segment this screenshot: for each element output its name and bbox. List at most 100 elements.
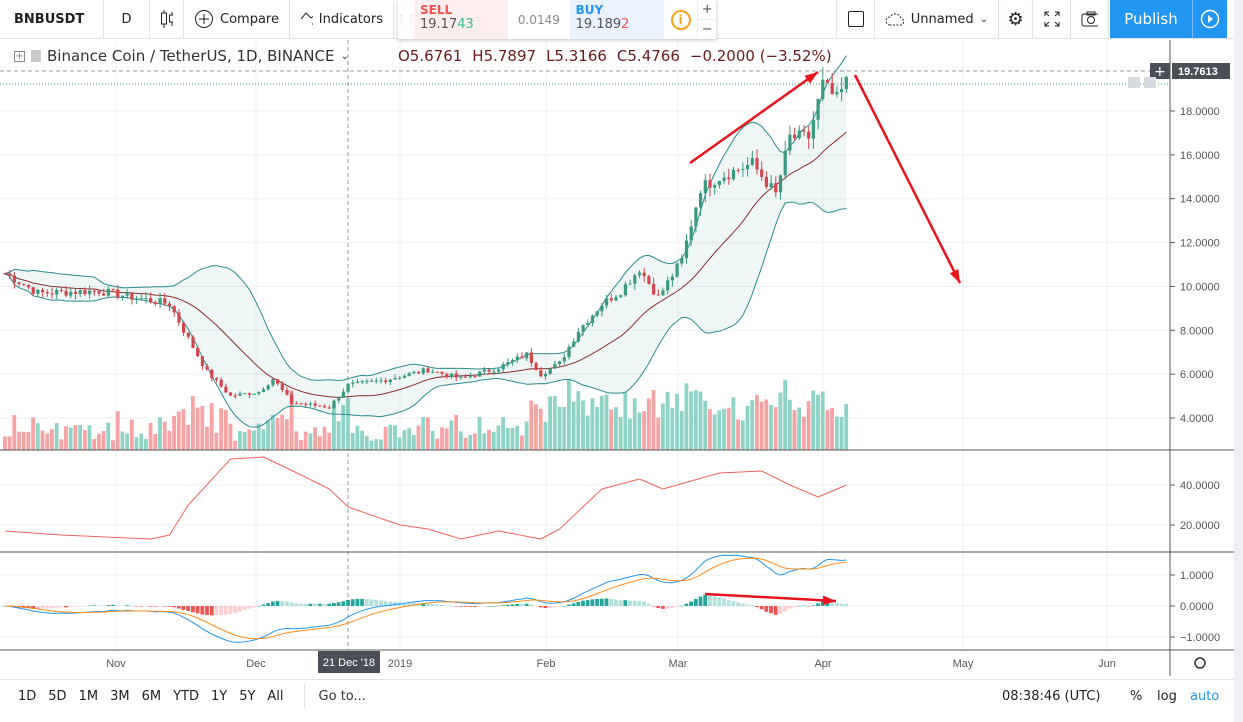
volume-bar <box>496 425 501 450</box>
volume-bar <box>599 395 604 450</box>
drag-handle-icon[interactable]: ⋮⋮ <box>396 14 416 25</box>
scale-down-icon[interactable] <box>1128 77 1140 88</box>
volume-bar <box>576 391 581 450</box>
macd-histogram-bar <box>332 602 336 606</box>
candle-body <box>41 289 45 293</box>
candle-body <box>219 379 223 387</box>
range-button-6m[interactable]: 6M <box>141 688 162 704</box>
settings-sun-icon[interactable] <box>1194 657 1206 669</box>
buy-button[interactable]: BUY 19.1892 <box>569 0 664 39</box>
compare-button[interactable]: Compare <box>184 0 290 38</box>
trend-arrows-annotation <box>689 70 962 606</box>
macd-histogram-bar <box>604 598 609 606</box>
macd-histogram-bar <box>736 602 740 606</box>
volume-bar <box>755 394 759 450</box>
candle-body <box>633 275 637 284</box>
quantity-minus-button[interactable]: − <box>698 19 717 39</box>
volume-bar <box>402 430 407 450</box>
crosshair-plus-button[interactable] <box>1150 63 1170 79</box>
candle-body <box>821 79 825 99</box>
symbol-search-button[interactable]: BNBUSDT <box>0 0 104 38</box>
indicators-button[interactable]: Indicators <box>290 0 394 38</box>
volume-bar <box>219 408 223 450</box>
volume-bar <box>78 425 82 450</box>
select-layout-button[interactable] <box>837 0 875 38</box>
candle-body <box>177 312 181 323</box>
range-button-1d[interactable]: 1D <box>18 688 37 704</box>
candle-body <box>750 158 754 165</box>
auto-toggle[interactable]: auto <box>1190 688 1220 704</box>
bollinger-basis-line <box>4 131 847 398</box>
candle-body <box>793 134 797 138</box>
volume-bar <box>745 405 750 450</box>
volume-bar <box>355 425 360 450</box>
volume-bar <box>289 390 294 450</box>
volume-bar <box>369 440 374 450</box>
volume-bar <box>120 431 125 450</box>
range-button-all[interactable]: All <box>267 688 284 704</box>
fullscreen-button[interactable] <box>1033 0 1071 38</box>
macd-histogram-bar <box>731 601 736 606</box>
candle-body <box>172 306 176 313</box>
volume-bar <box>388 424 393 450</box>
settings-button[interactable]: ⚙ <box>999 0 1033 38</box>
volume-bar <box>379 439 383 450</box>
series-title[interactable]: Binance Coin / TetherUS, 1D, BINANCE <box>47 47 335 65</box>
candle-body <box>713 185 717 188</box>
candle-body <box>341 391 345 398</box>
macd-histogram-bar <box>665 606 670 609</box>
range-button-5y[interactable]: 5Y <box>239 688 256 704</box>
macd-histogram-bar <box>350 599 355 606</box>
gear-icon: ⚙ <box>1007 8 1024 30</box>
range-button-1m[interactable]: 1M <box>78 688 99 704</box>
volume-bar <box>125 433 129 450</box>
macd-histogram-bar <box>609 598 614 606</box>
buy-sell-panel: ⋮⋮ SELL 19.1743 0.0149 BUY 19.1892 i + − <box>396 0 717 39</box>
snapshot-button[interactable] <box>1071 0 1109 38</box>
volume-bar <box>21 431 26 450</box>
interval-button[interactable]: D <box>104 0 150 38</box>
macd-histogram-bar <box>270 601 275 606</box>
volume-bar <box>68 427 73 450</box>
chevron-down-icon[interactable]: ⌄ <box>340 50 349 62</box>
volume-bar <box>139 433 144 450</box>
log-toggle[interactable]: log <box>1157 688 1177 704</box>
candle-body <box>308 403 313 405</box>
range-button-1y[interactable]: 1Y <box>210 688 228 704</box>
candle-body <box>468 375 472 377</box>
expand-legend-icon[interactable]: + <box>14 50 25 62</box>
candle-body <box>539 370 543 377</box>
compare-label: Compare <box>220 11 279 27</box>
volume-bar <box>571 401 576 450</box>
volume-bar <box>73 425 78 450</box>
scale-updown-icon[interactable] <box>1144 77 1156 88</box>
volume-bar <box>167 430 172 450</box>
replay-button[interactable] <box>1192 0 1227 38</box>
volume-bar <box>505 428 510 450</box>
macd-histogram-bar <box>571 603 576 606</box>
macd-histogram-bar <box>816 603 820 606</box>
volume-bar <box>397 437 402 450</box>
macd-histogram-bar <box>106 605 111 606</box>
goto-date-button[interactable]: Go to... <box>303 684 366 708</box>
macd-histogram-bar <box>64 606 68 608</box>
macd-histogram-bar <box>806 606 811 607</box>
candle-body <box>445 373 449 377</box>
percent-toggle[interactable]: % <box>1130 688 1143 704</box>
info-button[interactable]: i <box>664 0 698 39</box>
sell-button[interactable]: SELL 19.1743 <box>414 0 509 39</box>
layout-name-button[interactable]: Unnamed ⌄ <box>875 0 999 38</box>
range-button-ytd[interactable]: YTD <box>173 688 199 704</box>
quantity-plus-button[interactable]: + <box>701 2 713 17</box>
right-sidebar-edge[interactable] <box>1234 0 1243 722</box>
candle-body <box>581 325 585 332</box>
chart-style-button[interactable] <box>150 0 184 38</box>
publish-button[interactable]: Publish <box>1110 0 1192 38</box>
range-button-5d[interactable]: 5D <box>48 688 67 704</box>
sell-price: 19.17 <box>420 17 458 32</box>
price-tick-label: 14.0000 <box>1180 194 1220 206</box>
volume-bar <box>684 383 689 450</box>
bottom-toolbar: 1D 5D 1M 3M 6M YTD 1Y 5Y All Go to... 08:38:46 (… <box>0 679 1236 712</box>
range-button-3m[interactable]: 3M <box>110 688 130 704</box>
